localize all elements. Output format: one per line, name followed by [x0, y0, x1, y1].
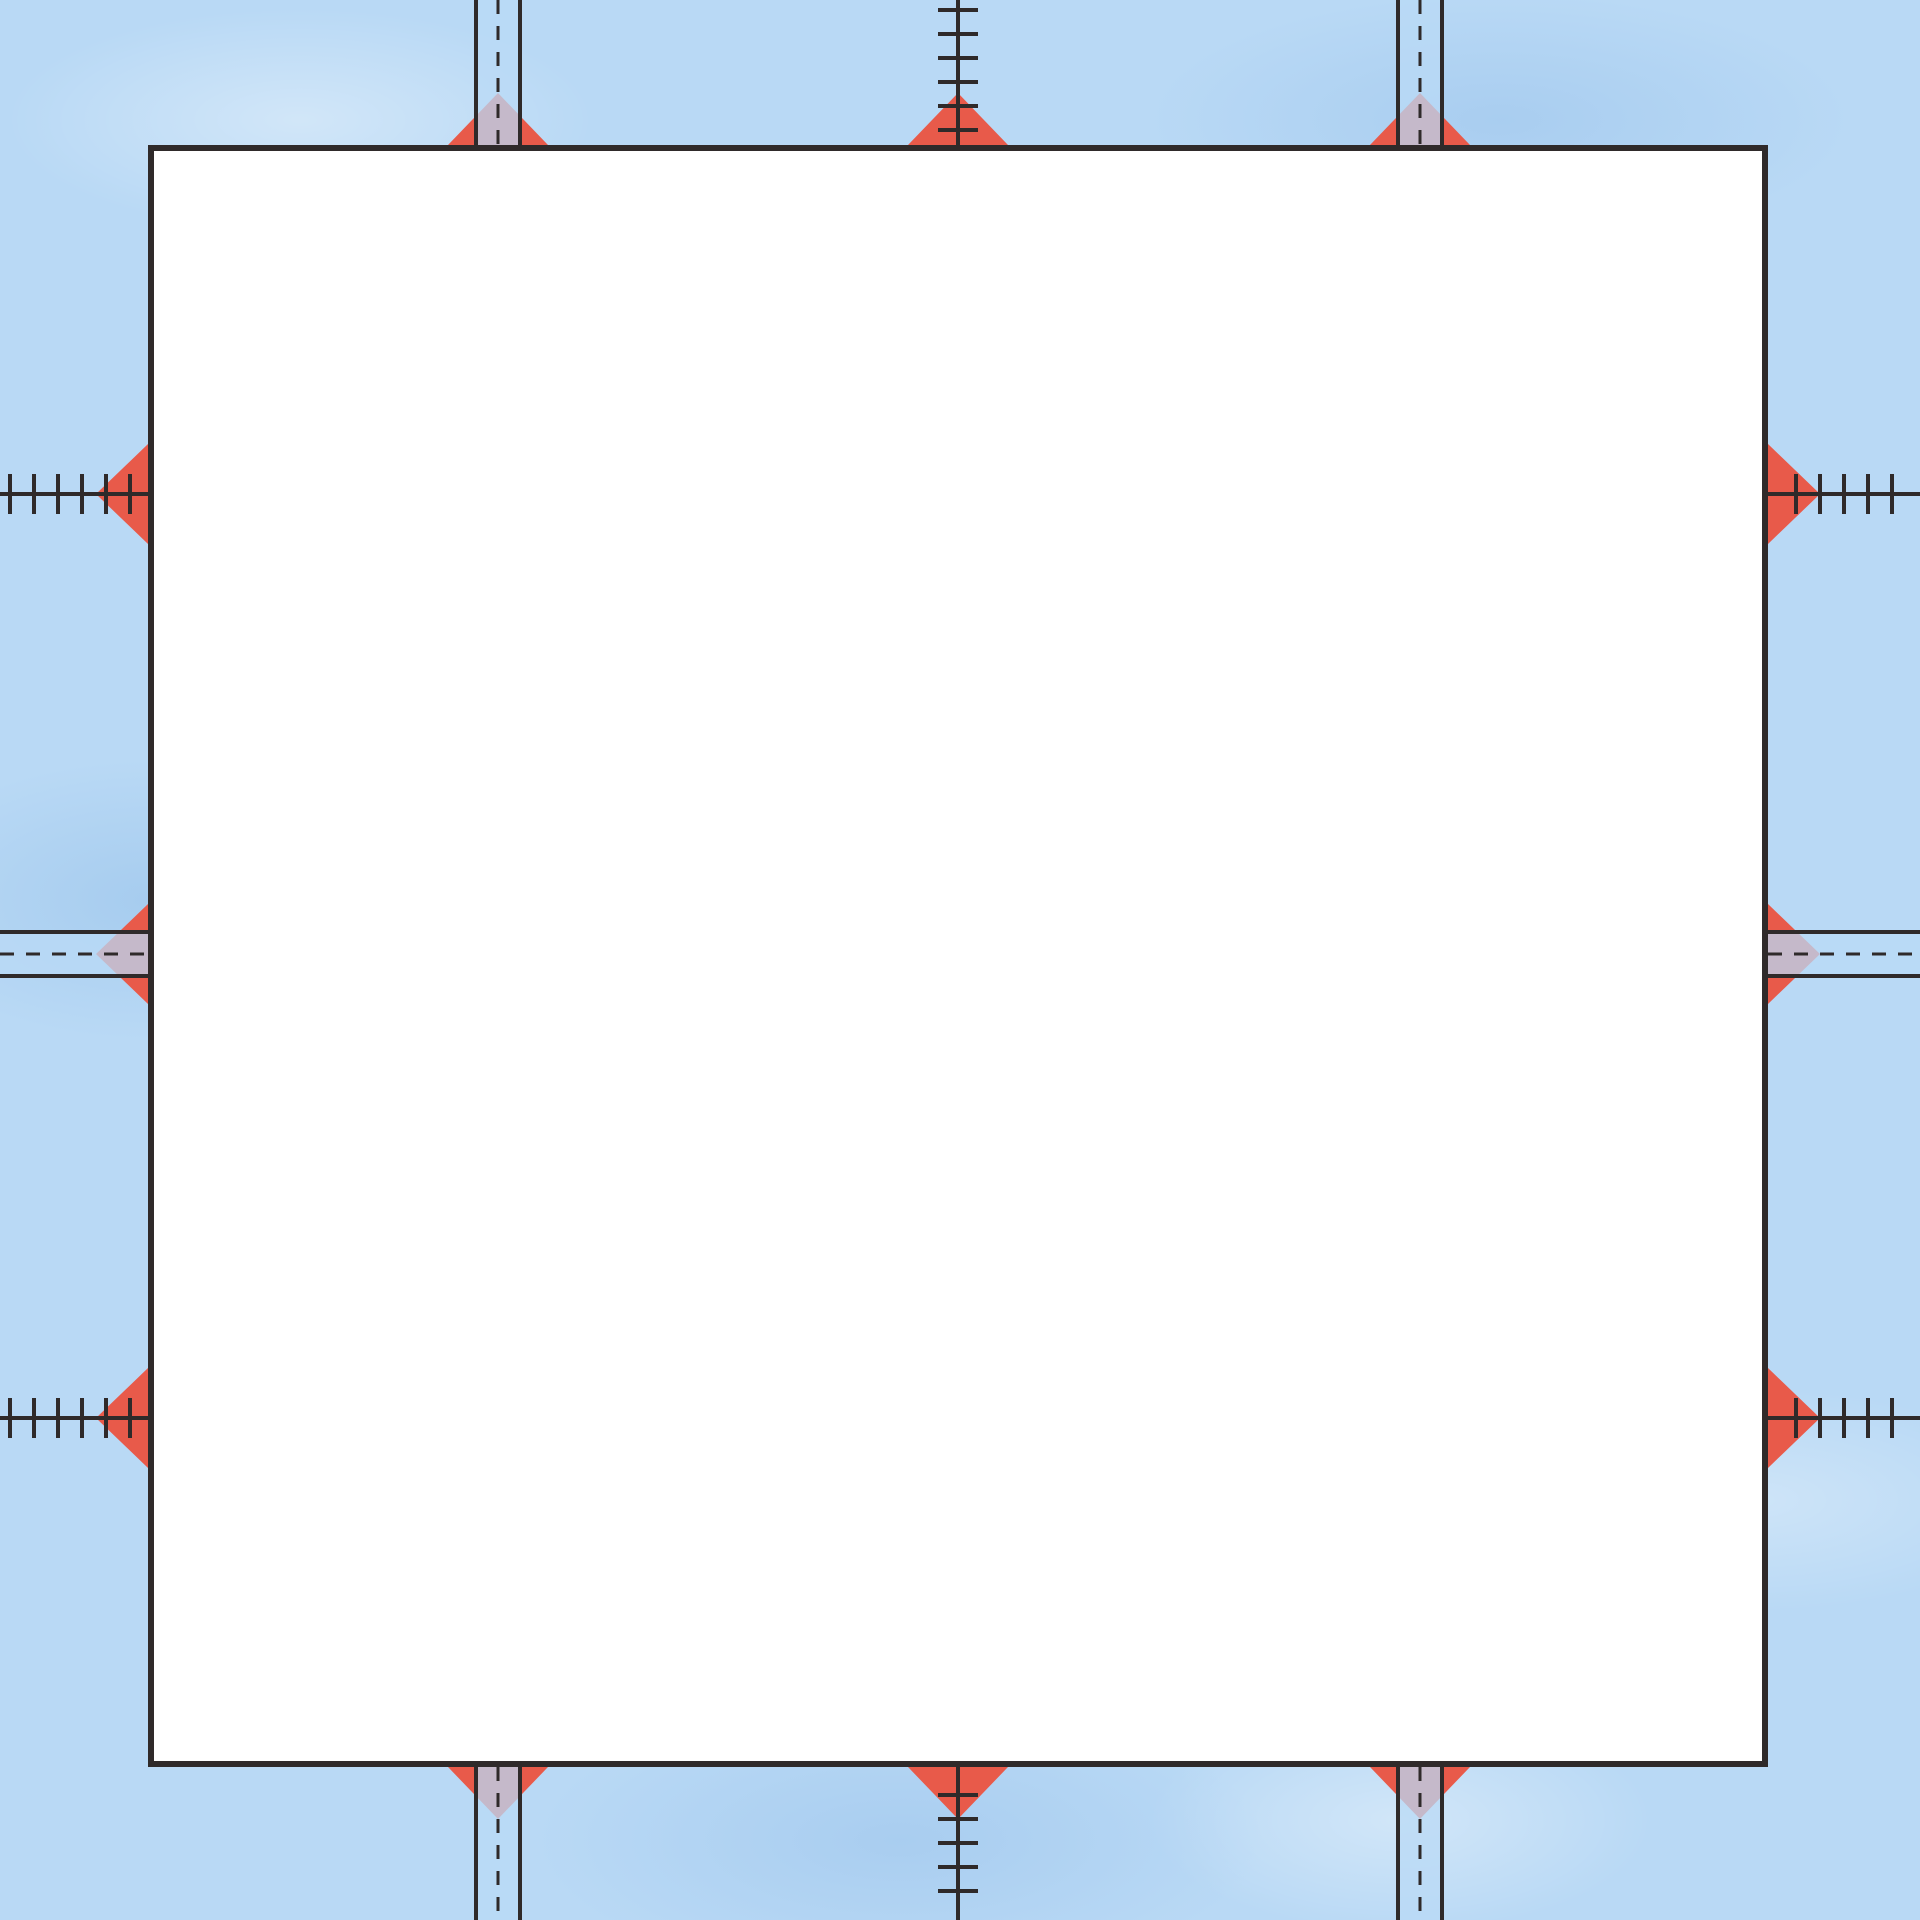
blank-content-panel: [148, 145, 1768, 1767]
road-surface: [1398, 1767, 1442, 1920]
road-surface: [476, 0, 520, 145]
road-surface: [0, 932, 148, 976]
road-surface: [1768, 932, 1920, 976]
road-surface: [1398, 0, 1442, 145]
road-surface: [476, 1767, 520, 1920]
